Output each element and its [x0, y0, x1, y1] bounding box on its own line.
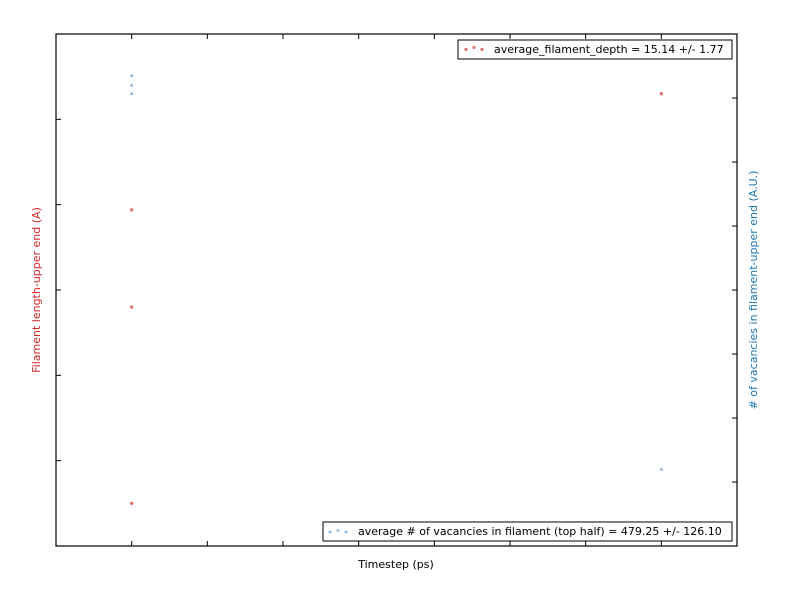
series-0-point-2	[129, 208, 134, 212]
legend-vacancies-label: average # of vacancies in filament (top …	[358, 525, 722, 538]
legend-filament-depth-label: average_filament_depth = 15.14 +/- 1.77	[494, 43, 724, 56]
series-1-point-2	[129, 73, 134, 77]
series-1-point-1	[129, 83, 134, 87]
ticks-layer	[56, 34, 738, 546]
x-axis-label: Timestep (ps)	[357, 558, 434, 571]
legend-filament-depth-marker-3	[480, 47, 484, 52]
legend-vacancies-marker-2	[336, 528, 340, 532]
legend-filament-depth-box	[457, 39, 733, 60]
series-1-point-0	[129, 91, 134, 95]
series-0-point-0	[129, 501, 134, 506]
legend-vacancies-marker-1	[328, 530, 332, 533]
legend-vacancies: average # of vacancies in filament (top …	[322, 521, 733, 542]
points-layer	[129, 73, 664, 506]
plot-area-frame	[55, 33, 738, 547]
legend-filament-depth-marker-1	[464, 47, 468, 52]
y-axis-right-label: # of vacancies in filament-upper end (A.…	[747, 171, 760, 410]
series-0-point-3	[659, 92, 664, 96]
y-axis-left-label: Filament length-upper end (A)	[30, 207, 43, 373]
legend-vacancies-marker-3	[344, 530, 348, 533]
legend-vacancies-box	[322, 521, 733, 542]
series-0-point-1	[129, 305, 134, 309]
legend-filament-depth: average_filament_depth = 15.14 +/- 1.77	[457, 39, 733, 60]
series-1-point-3	[659, 467, 664, 471]
legend-filament-depth-marker-2	[472, 45, 476, 50]
